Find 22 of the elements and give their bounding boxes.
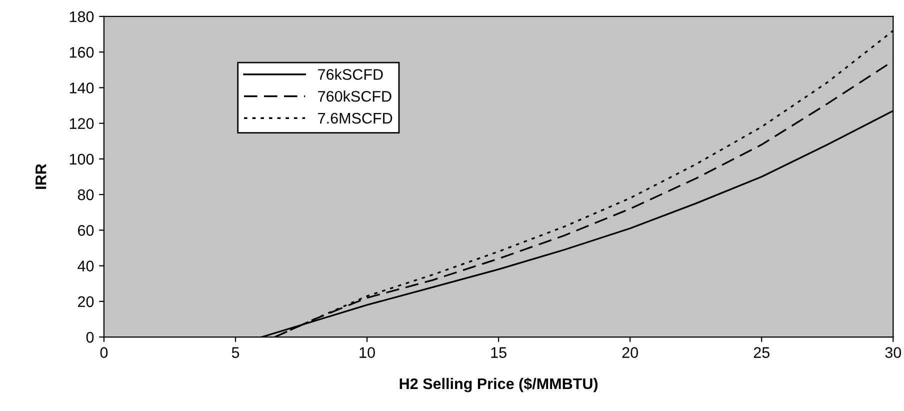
- y-tick-label: 60: [78, 225, 94, 236]
- x-tick-label: 15: [491, 347, 506, 358]
- y-tick-label: 140: [70, 82, 94, 94]
- y-tick-label: 0: [86, 332, 94, 343]
- y-tick-label: 40: [78, 260, 94, 272]
- x-tick-label: 20: [622, 347, 638, 358]
- y-tick-label: 160: [70, 46, 94, 58]
- x-tick-label: 5: [232, 347, 240, 358]
- x-tick-label: 25: [754, 347, 770, 358]
- legend-label: 760kSCFD: [318, 90, 392, 102]
- x-tick-label: 0: [100, 347, 108, 358]
- legend-label: 76kSCFD: [318, 68, 383, 80]
- x-axis-title: H2 Selling Price ($/MMBTU): [400, 378, 598, 392]
- y-tick-label: 120: [70, 118, 94, 129]
- y-tick-label: 180: [70, 11, 94, 22]
- x-tick-label: 10: [360, 347, 375, 358]
- y-axis-title: IRR: [36, 164, 46, 189]
- legend-label: 7.6MSCFD: [318, 112, 392, 124]
- y-tick-label: 20: [78, 296, 94, 308]
- y-tick-label: 80: [78, 189, 94, 200]
- y-tick-label: 100: [70, 154, 94, 165]
- x-tick-label: 30: [885, 347, 902, 358]
